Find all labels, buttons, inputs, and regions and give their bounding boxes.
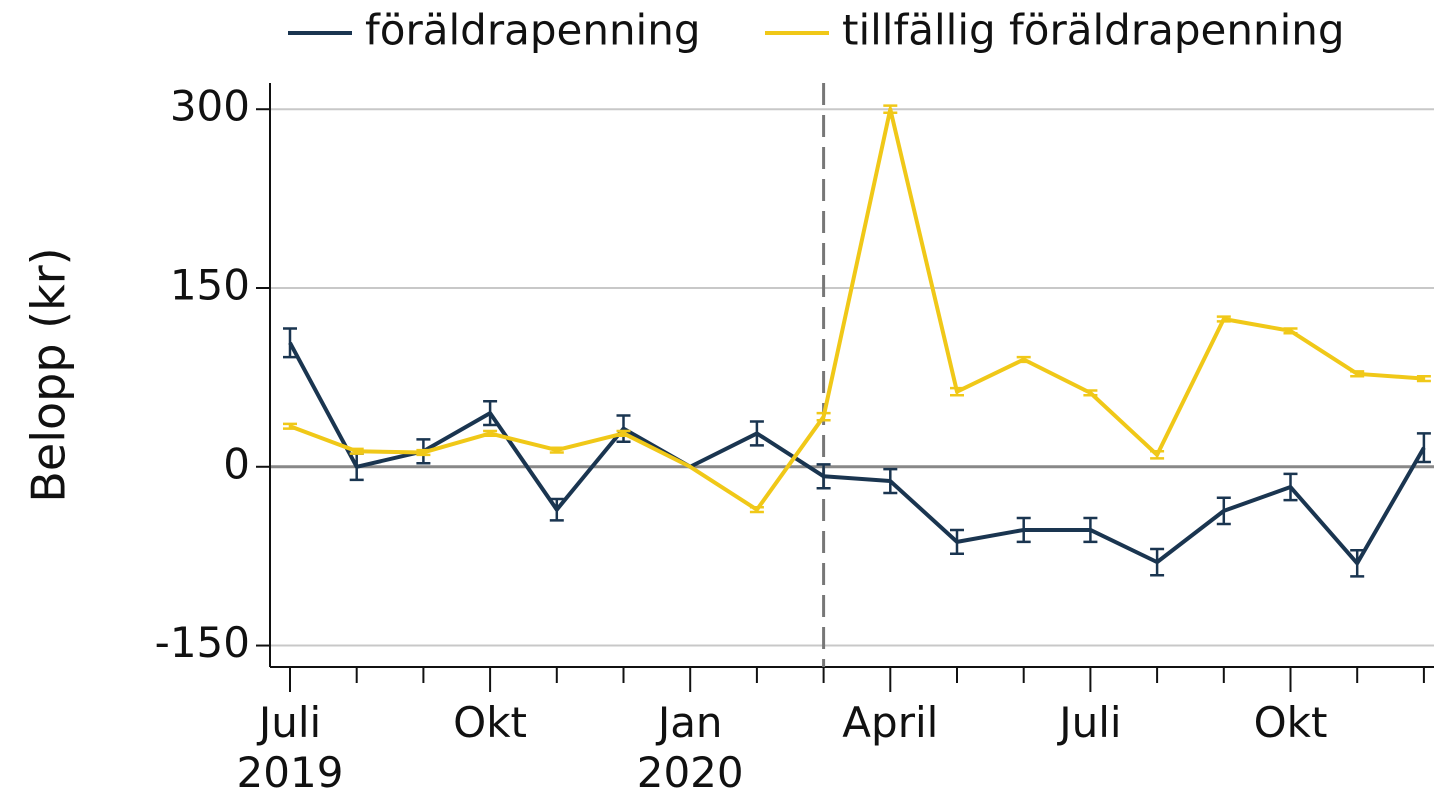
series-line <box>288 341 1426 566</box>
y-axis-label: Belopp (kr) <box>22 247 76 502</box>
y-tick-label: 0 <box>223 439 250 488</box>
series-line <box>289 107 1425 512</box>
y-tick-label: 150 <box>170 260 250 309</box>
y-tick-label: 300 <box>170 82 250 131</box>
x-tick-label: Juli 2019 <box>236 698 344 793</box>
x-tick-label: Okt <box>1253 698 1328 747</box>
x-tick-label: Juli <box>1059 698 1122 747</box>
error-bar <box>283 327 297 359</box>
x-tick-label: Jan 2020 <box>636 698 744 793</box>
legend-label: föräldrapenning <box>365 6 701 55</box>
error-bar <box>1416 432 1431 464</box>
legend-label: tillfällig föräldrapenning <box>842 6 1345 55</box>
y-tick-label: -150 <box>155 618 250 667</box>
x-tick-label: April <box>842 698 939 747</box>
x-tick-label: Okt <box>453 698 528 747</box>
